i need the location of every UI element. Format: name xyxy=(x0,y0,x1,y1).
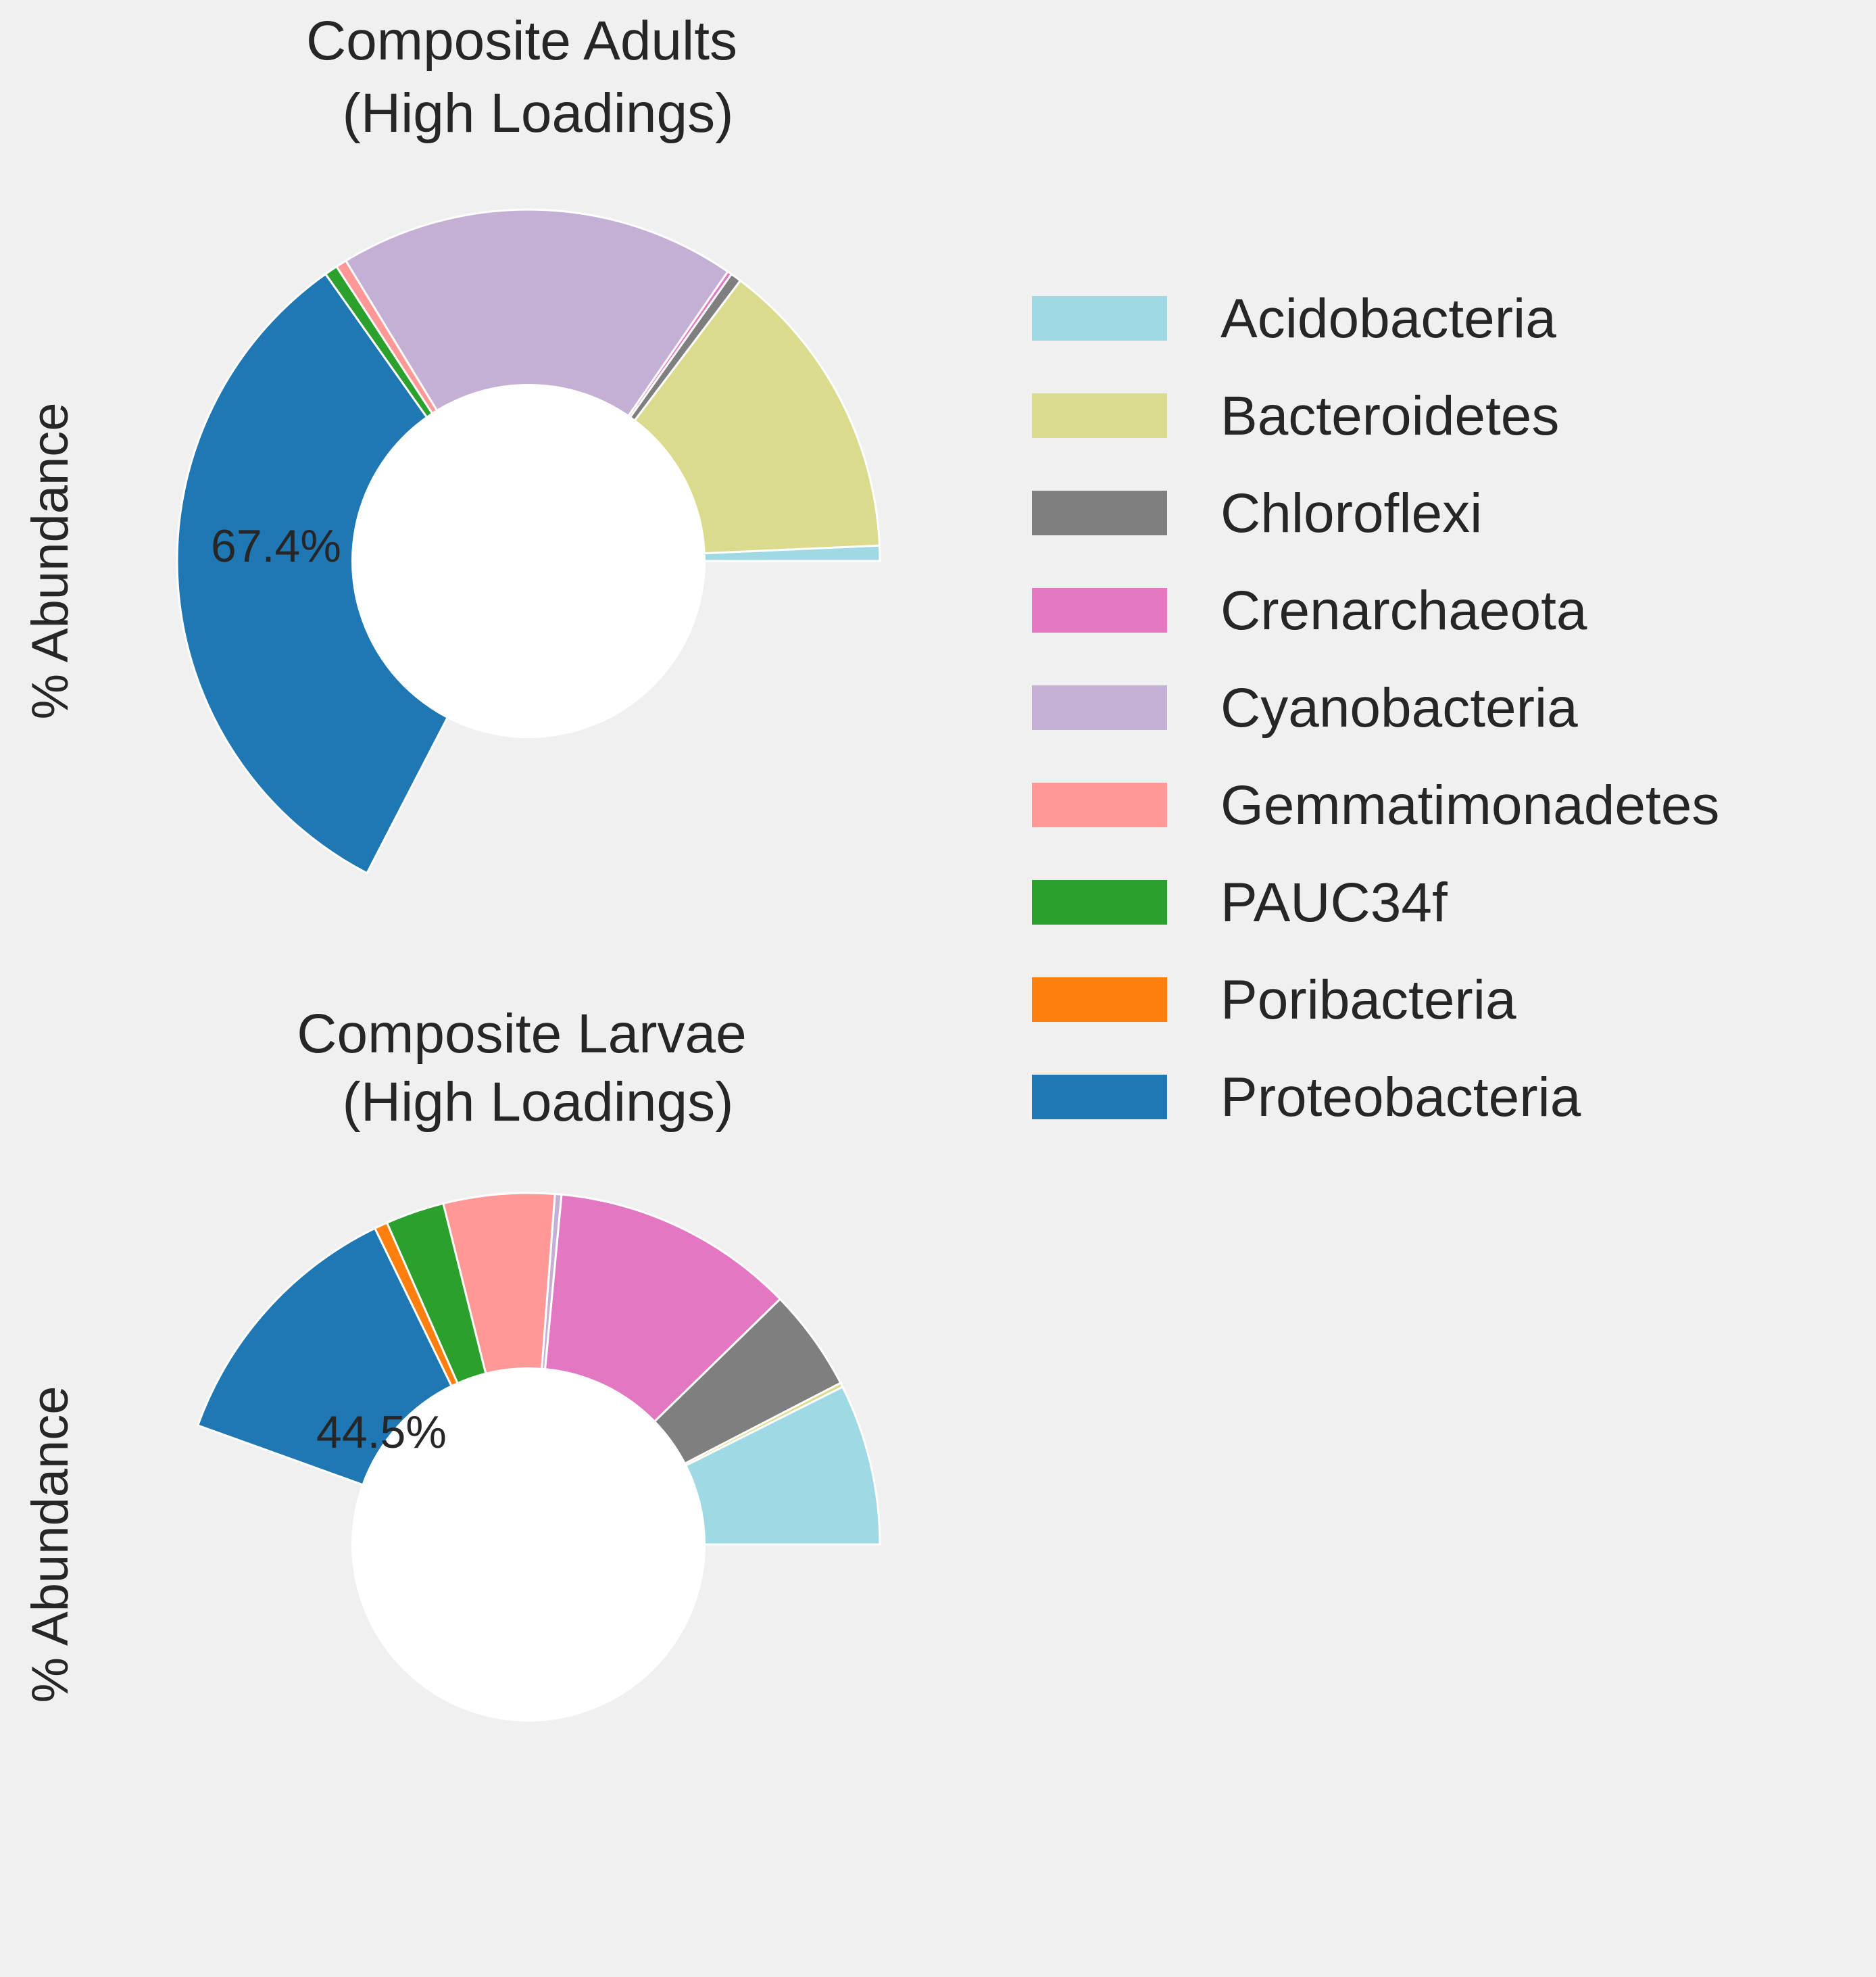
legend-label-crenarchaeota: Crenarchaeota xyxy=(1220,580,1587,641)
chart-adults: Composite Adults (High Loadings) % Abund… xyxy=(22,10,881,875)
legend-swatch-cyanobacteria xyxy=(1032,685,1167,730)
legend-swatch-crenarchaeota xyxy=(1032,588,1167,633)
legend-label-acidobacteria: Acidobacteria xyxy=(1220,288,1556,349)
chart-larvae-title-line2: (High Loadings) xyxy=(343,1071,734,1133)
legend-label-cyanobacteria: Cyanobacteria xyxy=(1220,677,1578,739)
chart-larvae-ylabel: % Abundance xyxy=(22,1386,79,1703)
legend-label-gemmatimonadetes: Gemmatimonadetes xyxy=(1220,775,1719,836)
chart-adults-donut-hole xyxy=(351,384,706,738)
legend-swatch-gemmatimonadetes xyxy=(1032,783,1167,827)
legend-swatch-poribacteria xyxy=(1032,977,1167,1022)
chart-adults-ylabel: % Abundance xyxy=(22,402,79,719)
legend-label-proteobacteria: Proteobacteria xyxy=(1220,1067,1581,1128)
legend-swatch-pauc34f xyxy=(1032,880,1167,925)
legend-label-pauc34f: PAUC34f xyxy=(1220,872,1448,933)
legend-label-bacteroidetes: Bacteroidetes xyxy=(1220,385,1559,447)
legend-swatch-bacteroidetes xyxy=(1032,393,1167,438)
chart-adults-center-label: 67.4% xyxy=(211,520,341,572)
chart-larvae-title-line1: Composite Larvae xyxy=(297,1003,746,1065)
chart-larvae-donut-hole xyxy=(351,1367,706,1722)
legend-swatch-acidobacteria xyxy=(1032,296,1167,341)
legend-swatch-chloroflexi xyxy=(1032,491,1167,535)
chart-larvae-center-label: 44.5% xyxy=(316,1407,447,1458)
chart-larvae: Composite Larvae (High Loadings) % Abund… xyxy=(22,1003,881,1722)
legend-swatch-proteobacteria xyxy=(1032,1075,1167,1119)
legend-label-poribacteria: Poribacteria xyxy=(1220,969,1516,1031)
legend-label-chloroflexi: Chloroflexi xyxy=(1220,483,1482,544)
chart-adults-title-line1: Composite Adults xyxy=(306,10,737,72)
legend: Acidobacteria Bacteroidetes Chloroflexi Cre… xyxy=(1032,288,1719,1128)
chart-adults-title-line2: (High Loadings) xyxy=(343,82,734,144)
